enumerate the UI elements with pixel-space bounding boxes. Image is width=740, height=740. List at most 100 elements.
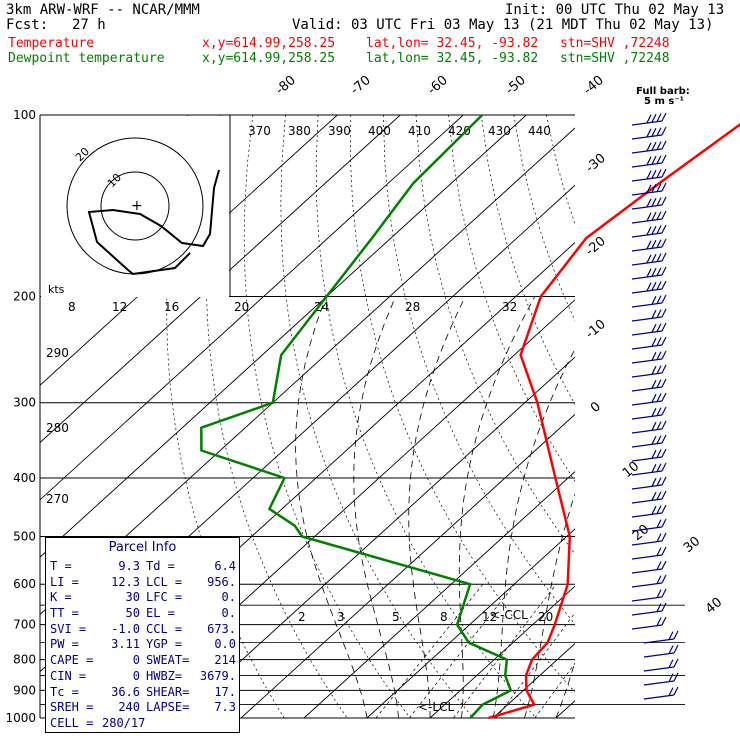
parcel-info-cell: SHEAR= [146, 684, 190, 699]
wind-barb [631, 616, 667, 630]
wind-barb-flag [661, 210, 667, 220]
moist-adiabat-line [555, 660, 575, 718]
wind-barb-flag [656, 407, 662, 416]
wind-barb [631, 434, 667, 448]
hodograph-background [41, 116, 229, 297]
wind-barb-staff [631, 400, 663, 406]
wind-barb-flag [656, 533, 662, 542]
hodograph-units-label: kts [48, 283, 65, 296]
wind-barb [631, 448, 667, 462]
wind-barb-flag [646, 114, 652, 124]
wind-barb-flag [661, 112, 667, 122]
dewpoint-legend-name: Dewpoint temperature [8, 51, 165, 66]
dry-adiabat-line [315, 115, 537, 718]
dry-adiabats [166, 115, 740, 718]
wind-barb-flag [656, 449, 662, 458]
wind-barb-flag [656, 589, 662, 598]
wind-barb-flag [661, 224, 667, 234]
moist-adiabat-line [682, 297, 740, 719]
wind-barb-flag [656, 183, 662, 192]
wind-barb [631, 490, 667, 504]
wind-barb-flag [661, 434, 667, 444]
temperature-legend-latlon: lat,lon= 32.45, -93.82 [366, 36, 539, 51]
wind-barb-staff [631, 596, 663, 602]
wind-barb [631, 560, 667, 574]
parcel-info-cell: LFC = [146, 590, 183, 605]
parcel-info-row: CIN = 0 HWBZ= 3679. [46, 669, 239, 685]
parcel-info-cell [196, 716, 236, 732]
dry-adiabat-line [382, 115, 575, 625]
wind-barb-flag [651, 267, 657, 277]
wind-barb-staff [631, 428, 663, 434]
parcel-info-cell: YGP = [146, 637, 183, 652]
wind-barb-flag [656, 281, 662, 290]
wind-barb-staff [643, 652, 675, 658]
wind-barb-staff [631, 288, 663, 294]
parcel-info-cell: EL = [146, 606, 175, 621]
mixing-ratio-line [409, 584, 515, 718]
wind-barb-staff [631, 442, 663, 448]
dry-adiabat-line [415, 115, 575, 555]
wind-barb-flag [656, 113, 662, 122]
isotherm-line [682, 115, 740, 718]
wind-barb-flag [656, 435, 662, 444]
isotherm-line [429, 585, 575, 718]
wind-barb-flag [673, 630, 679, 640]
isotherm-line [40, 115, 527, 558]
wind-barb-flag [661, 350, 667, 360]
isotherm-line [40, 127, 575, 615]
theta-tick-label: 440 [528, 124, 551, 138]
wind-barb-flag [646, 170, 652, 180]
isotherm-tick-label: -10 [583, 317, 609, 342]
wind-barb-flag [661, 168, 667, 178]
wind-barb-flag [651, 491, 657, 501]
mixing-ratio-label: 20 [538, 610, 553, 624]
dry-adiabat-line [677, 115, 740, 718]
wind-barb [631, 224, 667, 238]
dewpoint-legend-latlon: lat,lon= 32.45, -93.82 [366, 51, 539, 66]
wind-barb [631, 280, 667, 294]
wind-barb-flag [646, 156, 652, 166]
dry-adiabat-line [280, 115, 474, 718]
wind-barb-flag [661, 182, 667, 192]
dry-adiabat-line [205, 115, 348, 718]
wind-barb-flag [651, 351, 657, 361]
parcel-info-row: TT = 50 EL = 0. [46, 606, 239, 622]
wind-barb-staff [631, 386, 663, 392]
parcel-info-row: PW = 3.11 YGP = 0.0 [46, 637, 239, 653]
parcel-info-row: T = 9.3 Td = 6.4 [46, 559, 239, 575]
wind-barb-staff [631, 372, 663, 378]
wind-barb-flag [661, 140, 667, 150]
wind-barb-flag [651, 169, 657, 179]
barb-legend-label: Full barb: [636, 86, 690, 97]
parcel-info-row: SVI = -1.0 CCL = 673. [46, 622, 239, 638]
wind-barb-staff [631, 134, 663, 140]
isotherm-tick-label: -70 [348, 73, 374, 98]
wind-barb [631, 210, 667, 224]
wind-barb-flag [651, 253, 657, 263]
mixing-ratio-line [586, 584, 681, 718]
wind-barb [643, 630, 679, 644]
parcel-info-cell: CELL = [50, 715, 94, 730]
parcel-info-cell: TT = [50, 606, 79, 621]
isotherm-tick-label: -40 [581, 73, 607, 98]
barb-legend-units: 5 m s⁻¹ [644, 96, 684, 107]
pressure-tick-label: 900 [13, 683, 36, 697]
wind-barb-flag [661, 448, 667, 458]
wind-barb-flag [656, 463, 662, 472]
temperature-legend-name: Temperature [8, 36, 95, 51]
wind-barb-flag [651, 477, 657, 487]
wind-barb-flag [656, 505, 662, 514]
theta-tick-label: 410 [408, 124, 431, 138]
wind-barb [631, 378, 667, 392]
wind-barb-flag [668, 673, 674, 682]
isotherm-line [619, 115, 740, 718]
parcel-info-cell: 240 [118, 700, 140, 715]
parcel-info-cell: 36.6 [111, 684, 140, 699]
mixing-ratio-label: 2 [298, 610, 306, 624]
pressure-tick-label: 400 [13, 471, 36, 485]
wind-barb-staff [631, 610, 663, 616]
mixing-ratio-lines [375, 584, 681, 718]
wind-barb [631, 588, 667, 602]
parcel-info-row: K = 30 LFC = 0. [46, 590, 239, 606]
